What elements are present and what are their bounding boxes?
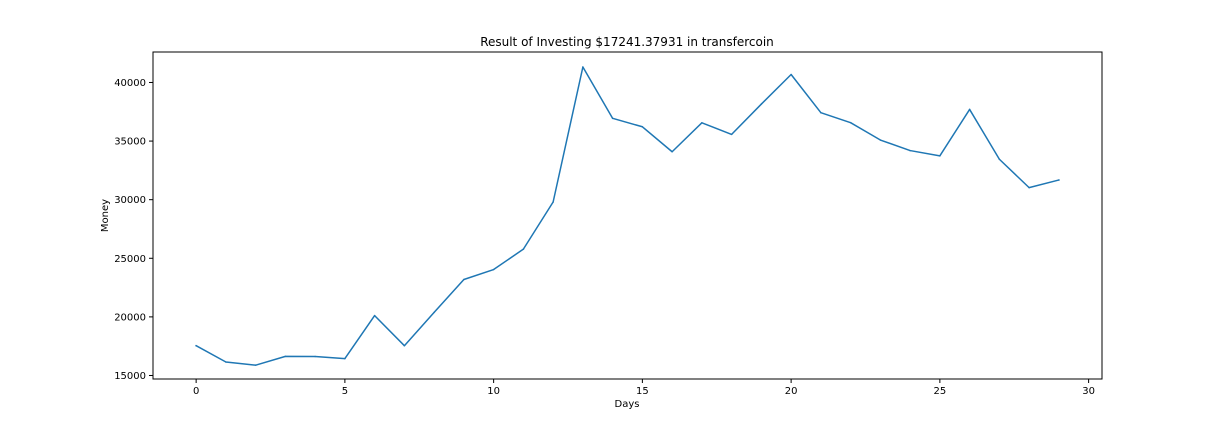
x-tick-label: 0: [193, 386, 199, 397]
data-point: [582, 66, 584, 68]
data-point: [1028, 187, 1030, 189]
y-tick-label: 20000: [114, 312, 146, 323]
data-point: [909, 150, 911, 152]
x-axis-label: Days: [615, 399, 640, 410]
data-point: [404, 345, 406, 347]
x-tick-label: 30: [1082, 386, 1095, 397]
y-tick-label: 15000: [114, 371, 146, 382]
chart-title: Result of Investing $17241.37931 in tran…: [480, 35, 774, 49]
data-point: [552, 201, 554, 203]
data-point: [999, 158, 1001, 160]
y-axis-label: Money: [100, 199, 111, 232]
data-point: [493, 269, 495, 271]
y-tick-label: 35000: [114, 137, 146, 148]
data-point: [790, 74, 792, 76]
data-point: [701, 122, 703, 124]
data-point: [344, 358, 346, 360]
y-tick-label: 25000: [114, 254, 146, 265]
x-tick-label: 25: [933, 386, 946, 397]
data-point: [195, 345, 197, 347]
y-tick-label: 30000: [114, 195, 146, 206]
data-point: [433, 312, 435, 314]
x-tick-label: 10: [487, 386, 500, 397]
data-point: [374, 315, 376, 317]
data-point: [225, 361, 227, 363]
data-point: [314, 356, 316, 358]
data-point: [731, 134, 733, 136]
data-point: [523, 248, 525, 250]
data-point: [285, 356, 287, 358]
data-point: [671, 151, 673, 153]
data-point: [969, 109, 971, 111]
y-tick-label: 40000: [114, 78, 146, 89]
data-point: [880, 139, 882, 141]
x-tick-label: 20: [785, 386, 798, 397]
data-point: [612, 118, 614, 120]
data-point: [255, 364, 257, 366]
data-point: [850, 122, 852, 124]
data-point: [463, 279, 465, 281]
x-tick-label: 5: [342, 386, 348, 397]
data-point: [642, 126, 644, 128]
x-tick-label: 15: [636, 386, 649, 397]
data-point: [939, 155, 941, 157]
data-point: [761, 103, 763, 105]
data-point: [820, 112, 822, 114]
data-point: [1058, 179, 1060, 181]
